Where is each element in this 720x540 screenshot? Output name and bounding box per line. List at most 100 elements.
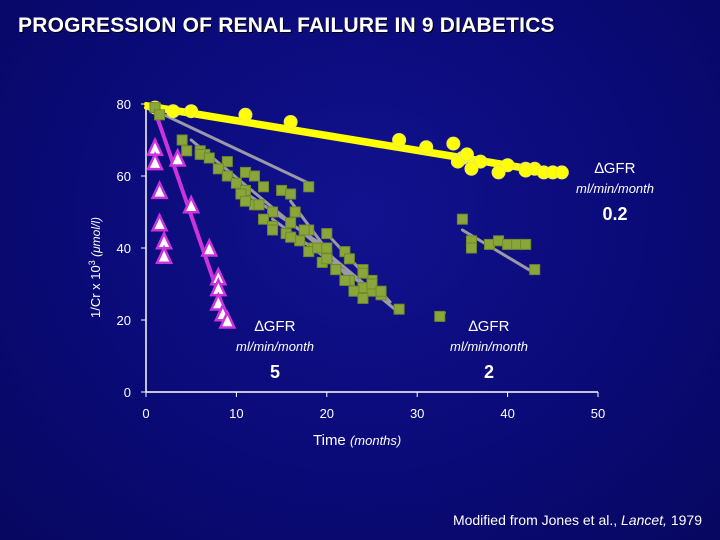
x-tick-label-40: 40 [500,406,514,421]
x-tick-label-30: 30 [410,406,424,421]
x-tick-label-10: 10 [229,406,243,421]
gray-5-point [348,285,360,297]
fast-triangles-point [150,179,169,200]
x-tick-label-0: 0 [142,406,149,421]
gray-8-point [511,238,523,250]
annotation-medium: ∆GFR ml/min/month 2 [424,318,554,383]
slow-circles-point [238,107,253,122]
slow-circles-point [184,104,199,119]
annotation-slow: ∆GFR ml/min/month 0.2 [550,160,680,225]
slow-circles-point [446,136,461,151]
gray-2-point [203,152,215,164]
gray-1-point [154,109,166,121]
gray-4-point [267,224,279,236]
gray-6-point [357,267,369,279]
x-tick-label-20: 20 [320,406,334,421]
annotation-slow-unit: ml/min/month [575,181,655,196]
gray-5-point [312,242,324,254]
annotation-medium-unit: ml/min/month [449,339,529,354]
gray-2-point [221,170,233,182]
gray-5-point [298,224,310,236]
annotation-fast-value: 5 [269,362,280,382]
gray-6-point [321,242,333,254]
gray-3-trend-line [234,185,329,250]
data-markers [146,100,569,329]
gray-2-point [181,145,193,157]
slow-circles-b-point [518,163,533,178]
gray-6-point [366,278,378,290]
gray-2-point [267,206,279,218]
slow-circles-b-point [464,161,479,176]
gray-5-point [289,206,301,218]
y-tick-label-40: 40 [117,241,131,256]
gray-8-point [502,238,514,250]
gray-5-point [330,264,342,276]
annotation-fast-unit: ml/min/month [235,339,315,354]
gray-2-point [230,177,242,189]
slow-circles-point [166,104,181,119]
gray-4-point [303,246,315,258]
y-tick-label-20: 20 [117,313,131,328]
gray-3-point [253,199,265,211]
gray-2-point [393,303,405,315]
gray-2-point [194,148,206,160]
x-tick-label-50: 50 [591,406,605,421]
annotation-fast-delta: ∆GFR [254,318,296,335]
fast-triangles-point [218,309,237,329]
gray-1-point [258,181,270,193]
gray-6-point [343,253,355,265]
fast-triangles-point [200,237,219,257]
gray-1-trend-line [162,113,311,185]
annotation-medium-value: 2 [483,362,494,382]
gray-1-point [248,170,260,182]
slow-circles-b-point [450,154,465,169]
slow-circles-point [419,140,434,155]
gray-5-point [321,253,333,265]
gray-1-point [303,181,315,193]
slow-circles-point [554,165,569,180]
gray-5-point [339,274,351,286]
annotation-fast: ∆GFR ml/min/month 5 [210,318,340,383]
gray-1-point [239,166,251,178]
y-axis-label: 1/Cr x 103 (μmol/l) [87,217,103,318]
page-title: PROGRESSION OF RENAL FAILURE IN 9 DIABET… [18,14,555,37]
gray-8-point [493,235,505,247]
fast-triangles-point [168,147,187,167]
chart-axes: 0 10 20 30 40 50 0 20 40 60 80 [117,97,606,421]
gray-8-point [465,242,477,254]
y-tick-label-0: 0 [124,385,131,400]
gray-8-point [484,238,496,250]
gray-1-point [276,184,288,196]
gray-8-point [520,238,532,250]
source-credit: Modified from Jones et al., Lancet, 1979 [453,512,702,528]
gray-6-point [375,285,387,297]
annotation-slow-delta: ∆GFR [594,160,636,177]
fast-triangles-point [155,244,174,264]
gray-2-point [321,228,333,240]
gray-8-point [456,213,468,225]
gray-1-point [176,134,188,146]
gray-7-point [434,310,446,322]
fast-triangles-point [146,151,165,171]
gray-3-point [239,195,251,207]
slow-circles-point [392,133,407,147]
y-tick-label-80: 80 [117,97,131,112]
annotation-slow-value: 0.2 [602,204,628,224]
slow-circles-point [500,158,515,173]
y-tick-label-60: 60 [117,169,131,184]
gray-5-point [357,292,369,304]
credit-prefix: Modified from Jones et al., [452,512,622,528]
gray-4-point [357,282,369,294]
annotation-medium-delta: ∆GFR [468,318,510,335]
slow-circles-point [473,154,488,169]
gray-4-point [285,231,297,243]
slow-circles-b-point [459,147,474,162]
gray-8-point [529,264,541,276]
fast-triangles-point [182,194,201,214]
gray-3-point [294,235,306,247]
gray-2-point [212,163,224,175]
x-axis-label: Time (months) [313,432,401,449]
gray-1-point [285,188,297,200]
